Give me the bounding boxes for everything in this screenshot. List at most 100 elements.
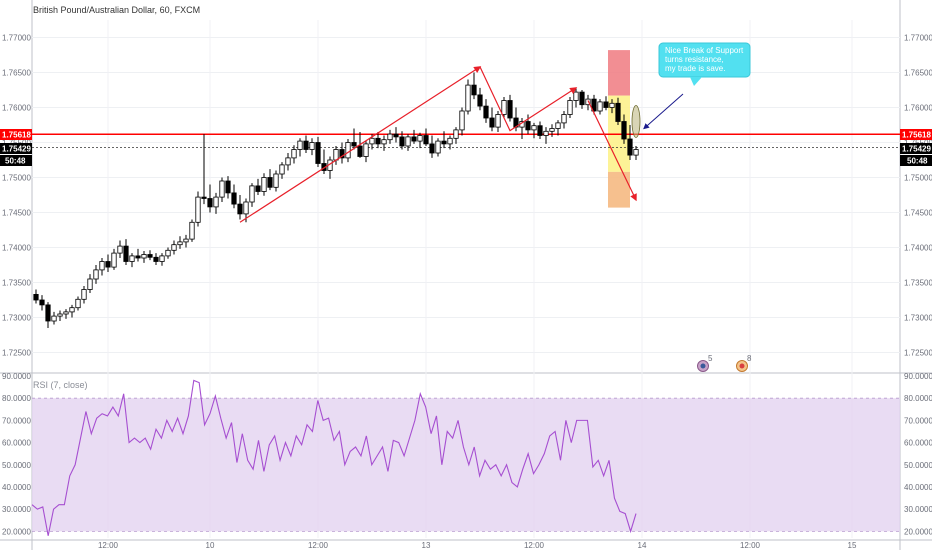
candle-body[interactable] bbox=[543, 130, 549, 136]
candle-body[interactable] bbox=[207, 198, 213, 208]
candle-body[interactable] bbox=[609, 102, 615, 108]
candle-body[interactable] bbox=[363, 143, 369, 157]
candle-body[interactable] bbox=[213, 196, 219, 208]
candle-body[interactable] bbox=[483, 105, 489, 119]
candle-body[interactable] bbox=[99, 261, 105, 271]
candle-body[interactable] bbox=[579, 91, 585, 106]
candle-body[interactable] bbox=[387, 133, 393, 141]
candle-body[interactable] bbox=[381, 139, 387, 145]
candle-body[interactable] bbox=[357, 145, 363, 157]
candle-body[interactable] bbox=[69, 307, 75, 313]
candle-body[interactable] bbox=[81, 289, 87, 300]
candle-body[interactable] bbox=[561, 114, 567, 124]
candle-body[interactable] bbox=[51, 315, 57, 322]
candle-body[interactable] bbox=[87, 278, 93, 290]
annotation-note[interactable]: Nice Break of Support turns resistance, … bbox=[658, 42, 751, 86]
candle-body[interactable] bbox=[333, 149, 339, 161]
candle-body[interactable] bbox=[111, 252, 117, 268]
candle-body[interactable] bbox=[405, 136, 411, 147]
candle-body[interactable] bbox=[129, 255, 135, 262]
candle-body[interactable] bbox=[243, 201, 249, 215]
candle-body[interactable] bbox=[135, 255, 141, 259]
candle-body[interactable] bbox=[567, 100, 573, 115]
candle-body[interactable] bbox=[447, 137, 453, 145]
candle-body[interactable] bbox=[45, 304, 51, 322]
candle-body[interactable] bbox=[525, 121, 531, 131]
candle-body[interactable] bbox=[195, 196, 201, 223]
candle-body[interactable] bbox=[453, 129, 459, 139]
candle-body[interactable] bbox=[189, 221, 195, 240]
candle-body[interactable] bbox=[75, 298, 81, 309]
candle-body[interactable] bbox=[423, 135, 429, 145]
candle-body[interactable] bbox=[39, 299, 45, 306]
candle-body[interactable] bbox=[171, 244, 177, 251]
candle-body[interactable] bbox=[201, 196, 207, 199]
candle-body[interactable] bbox=[549, 128, 555, 132]
rsi-line[interactable] bbox=[31, 379, 637, 536]
candle-body[interactable] bbox=[339, 149, 345, 159]
candle-body[interactable] bbox=[183, 238, 189, 243]
candle-body[interactable] bbox=[285, 157, 291, 166]
candle-body[interactable] bbox=[231, 192, 237, 205]
candle-body[interactable] bbox=[261, 177, 267, 192]
candle-body[interactable] bbox=[465, 84, 471, 112]
candle-body[interactable] bbox=[555, 122, 561, 129]
candle-body[interactable] bbox=[351, 142, 357, 147]
candle-body[interactable] bbox=[537, 125, 543, 136]
candle-body[interactable] bbox=[147, 254, 153, 258]
event-badge-1[interactable]: 5 bbox=[697, 354, 714, 372]
candle-body[interactable] bbox=[393, 133, 399, 138]
candle-body[interactable] bbox=[459, 110, 465, 131]
candle-body[interactable] bbox=[585, 98, 591, 106]
candle-body[interactable] bbox=[531, 125, 537, 131]
candle-body[interactable] bbox=[255, 185, 261, 192]
candle-body[interactable] bbox=[375, 137, 381, 145]
candle-body[interactable] bbox=[615, 102, 621, 122]
candle-body[interactable] bbox=[315, 142, 321, 164]
candle-body[interactable] bbox=[429, 143, 435, 154]
candle-body[interactable] bbox=[297, 140, 303, 150]
candle-body[interactable] bbox=[507, 100, 513, 119]
candle-body[interactable] bbox=[273, 173, 279, 188]
candle-body[interactable] bbox=[117, 245, 123, 254]
candle-body[interactable] bbox=[303, 140, 309, 150]
candle-body[interactable] bbox=[165, 249, 171, 257]
candle-body[interactable] bbox=[123, 245, 129, 262]
candle-body[interactable] bbox=[153, 256, 159, 262]
candle-body[interactable] bbox=[627, 138, 633, 156]
candle-body[interactable] bbox=[105, 261, 111, 268]
candle-body[interactable] bbox=[411, 136, 417, 142]
candle-body[interactable] bbox=[345, 142, 351, 159]
candle-body[interactable] bbox=[237, 203, 243, 215]
candle-body[interactable] bbox=[369, 137, 375, 145]
candle-body[interactable] bbox=[141, 254, 147, 259]
candle-body[interactable] bbox=[249, 185, 255, 203]
candle-body[interactable] bbox=[399, 136, 405, 147]
candle-body[interactable] bbox=[417, 135, 423, 142]
candle-body[interactable] bbox=[489, 117, 495, 128]
candle-body[interactable] bbox=[591, 98, 597, 112]
candle-body[interactable] bbox=[63, 311, 69, 315]
candle-body[interactable] bbox=[33, 293, 39, 301]
candle-body[interactable] bbox=[633, 149, 639, 156]
candlestick-series[interactable] bbox=[33, 72, 639, 329]
event-badge-2[interactable]: 8 bbox=[736, 354, 753, 372]
candle-body[interactable] bbox=[501, 100, 507, 115]
candle-body[interactable] bbox=[279, 164, 285, 175]
candle-body[interactable] bbox=[159, 255, 165, 262]
candle-body[interactable] bbox=[441, 140, 447, 145]
candle-body[interactable] bbox=[435, 140, 441, 154]
candle-body[interactable] bbox=[309, 142, 315, 150]
candle-body[interactable] bbox=[291, 149, 297, 159]
candle-body[interactable] bbox=[603, 101, 609, 108]
rsi-indicator[interactable] bbox=[31, 379, 900, 536]
candle-body[interactable] bbox=[93, 269, 99, 280]
candle-body[interactable] bbox=[219, 180, 225, 198]
candle-body[interactable] bbox=[57, 313, 63, 317]
candle-body[interactable] bbox=[495, 114, 501, 128]
candle-body[interactable] bbox=[621, 121, 627, 140]
candle-body[interactable] bbox=[573, 91, 579, 101]
candle-body[interactable] bbox=[477, 94, 483, 107]
candle-body[interactable] bbox=[225, 180, 231, 194]
